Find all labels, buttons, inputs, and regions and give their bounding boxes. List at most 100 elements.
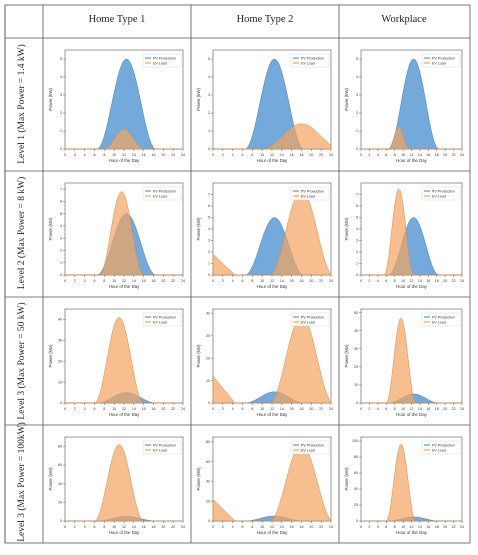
y-tick-label: 10	[354, 383, 358, 387]
y-axis-label: Power (kW)	[196, 467, 201, 490]
y-tick-label: 10	[206, 379, 210, 383]
y-tick-label: 40	[58, 482, 62, 486]
ev-load-area	[361, 317, 462, 404]
y-tick-label: 1	[60, 261, 62, 265]
y-tick-label: 4	[60, 75, 62, 79]
row-label-level-2: Level 2 (Max Power = 8 kW)	[16, 177, 27, 289]
x-tick-label: 8	[394, 525, 396, 529]
x-tick-label: 0	[212, 153, 214, 157]
x-axis-label: Hour of the Day	[396, 158, 428, 163]
y-tick-label: 3	[60, 236, 62, 240]
y-tick-label: 5	[208, 57, 210, 61]
x-tick-label: 18	[152, 407, 156, 411]
legend-box	[142, 186, 182, 201]
y-tick-label: 4	[356, 75, 358, 79]
legend-label-pv: PV Production	[153, 315, 176, 319]
legend-label-ev: EV Load	[153, 448, 167, 452]
x-tick-label: 20	[309, 153, 313, 157]
legend-label-pv: PV Production	[301, 315, 324, 319]
legend-label-ev: EV Load	[301, 194, 315, 198]
y-tick-label: 0	[208, 147, 210, 151]
x-tick-label: 4	[84, 279, 86, 283]
y-tick-label: 1	[208, 129, 210, 133]
legend-box	[421, 312, 461, 327]
x-tick-label: 22	[452, 525, 456, 529]
x-tick-label: 14	[418, 153, 422, 157]
x-tick-label: 14	[280, 279, 284, 283]
x-tick-label: 10	[112, 153, 116, 157]
x-tick-label: 10	[112, 407, 116, 411]
y-tick-label: 7	[208, 193, 210, 197]
y-tick-label: 60	[206, 460, 210, 464]
x-tick-label: 16	[426, 525, 430, 529]
legend-box	[142, 53, 182, 68]
x-tick-label: 16	[142, 525, 146, 529]
x-tick-label: 4	[377, 525, 379, 529]
x-tick-label: 2	[368, 407, 370, 411]
x-tick-label: 14	[132, 525, 136, 529]
x-tick-label: 22	[319, 153, 323, 157]
legend-label-pv: PV Production	[432, 56, 455, 60]
x-tick-label: 6	[385, 525, 387, 529]
y-tick-label: 7	[356, 193, 358, 197]
legend-box	[142, 440, 182, 455]
x-tick-label: 10	[401, 407, 405, 411]
y-tick-label: 0	[356, 147, 358, 151]
legend-label-pv: PV Production	[432, 189, 455, 193]
legend-box	[290, 440, 330, 455]
x-tick-label: 16	[142, 407, 146, 411]
legend-label-pv: PV Production	[432, 315, 455, 319]
y-tick-label: 2	[356, 111, 358, 115]
y-tick-label: 4	[208, 75, 210, 79]
x-tick-label: 22	[171, 279, 175, 283]
y-axis-label: Power (kW)	[344, 88, 349, 111]
x-tick-label: 24	[460, 525, 464, 529]
legend-label-ev: EV Load	[153, 61, 167, 65]
ev-load-area	[212, 189, 332, 276]
x-tick-label: 10	[112, 525, 116, 529]
y-tick-label: 50	[354, 311, 358, 315]
y-tick-label: 5	[60, 212, 62, 216]
legend-label-ev: EV Load	[432, 194, 446, 198]
y-tick-label: 1	[60, 129, 62, 133]
ev-load-area	[65, 191, 183, 276]
y-axis-label: Power (kW)	[196, 217, 201, 240]
x-axis-label: Hour of the Day	[257, 530, 289, 535]
x-tick-label: 8	[394, 279, 396, 283]
y-tick-label: 5	[60, 57, 62, 61]
x-tick-label: 22	[452, 279, 456, 283]
y-tick-label: 2	[60, 249, 62, 253]
legend-label-ev: EV Load	[432, 320, 446, 324]
x-tick-label: 18	[152, 525, 156, 529]
x-tick-label: 24	[329, 279, 333, 283]
x-tick-label: 4	[232, 279, 234, 283]
x-tick-label: 16	[290, 407, 294, 411]
legend-box	[421, 440, 461, 455]
x-tick-label: 20	[309, 407, 313, 411]
x-tick-label: 22	[452, 407, 456, 411]
y-tick-label: 0	[60, 147, 62, 151]
x-tick-label: 0	[64, 407, 66, 411]
column-headers: Home Type 1 Home Type 2 Workplace	[89, 14, 427, 25]
column-header-home-type-2: Home Type 2	[237, 14, 294, 25]
x-tick-label: 0	[64, 525, 66, 529]
y-axis-label: Power (kW)	[48, 344, 53, 367]
x-tick-label: 0	[64, 279, 66, 283]
x-tick-label: 10	[260, 153, 264, 157]
y-tick-label: 60	[354, 471, 358, 475]
x-axis-label: Hour of the Day	[109, 530, 141, 535]
x-tick-label: 24	[329, 525, 333, 529]
x-tick-label: 16	[426, 279, 430, 283]
x-tick-label: 2	[222, 525, 224, 529]
y-tick-label: 6	[208, 204, 210, 208]
x-tick-label: 16	[426, 407, 430, 411]
